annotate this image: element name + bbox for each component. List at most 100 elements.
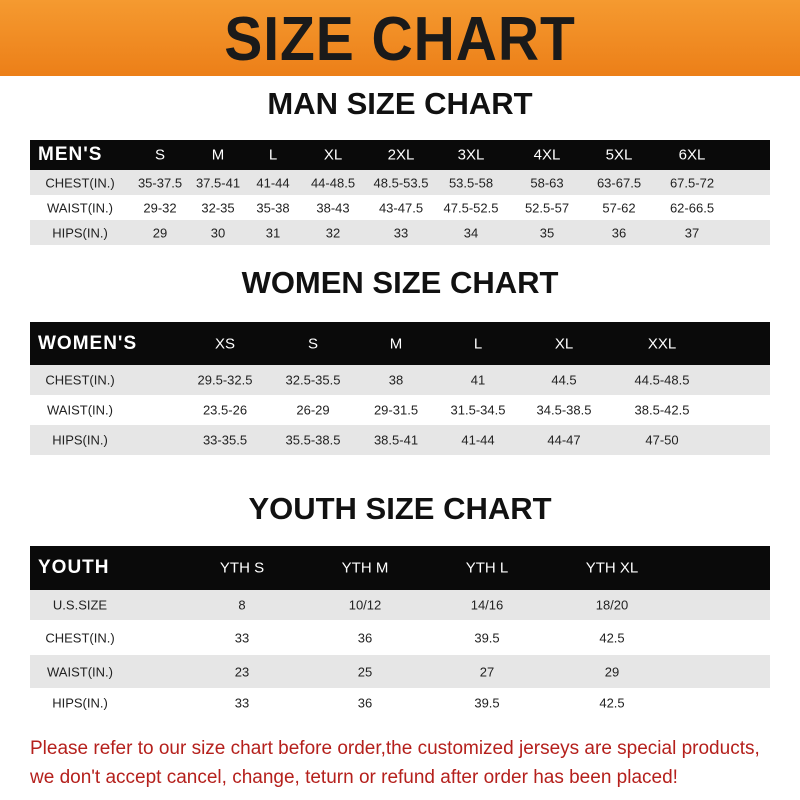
men-size-table: MEN'S S M L XL 2XL 3XL 4XL 5XL 6XL CHEST(IN.) 35-37…	[30, 140, 770, 245]
size-header-cell: YTH S	[219, 559, 265, 577]
table-cell: 34.5-38.5	[536, 402, 592, 418]
size-header-cell: L	[473, 335, 483, 352]
table-cell: 10/12	[348, 597, 382, 613]
table-row: HIPS(IN.) 33-35.5 35.5-38.5 38.5-41 41-44 44-…	[30, 425, 770, 455]
table-row: WAIST(IN.) 23 25 27 29	[30, 655, 770, 688]
table-cell: 26-29	[296, 402, 330, 418]
table-cell: 35	[539, 225, 555, 240]
table-row: CHEST(IN.) 29.5-32.5 32.5-35.5 38 41 44.5 44.5…	[30, 365, 770, 395]
table-cell: 36	[611, 225, 627, 240]
table-cell: 38	[388, 372, 404, 388]
table-cell: 33	[234, 630, 250, 645]
table-cell: 62-66.5	[669, 200, 715, 215]
table-cell: 53.5-58	[448, 175, 494, 190]
table-cell: 37.5-41	[195, 175, 241, 190]
measure-label: WAIST(IN.)	[47, 200, 113, 215]
table-cell: 34	[463, 225, 479, 240]
measure-label: HIPS(IN.)	[52, 695, 108, 711]
women-size-table: WOMEN'S XS S M L XL XXL CHEST(IN.) 29.5-32.5 32.5…	[30, 322, 770, 455]
women-section-title: WOMEN SIZE CHART	[241, 265, 559, 300]
table-row: CHEST(IN.) 33 36 39.5 42.5	[30, 620, 770, 655]
table-row: WAIST(IN.) 23.5-26 26-29 29-31.5 31.5-34.5 34…	[30, 395, 770, 425]
size-header-cell: M	[211, 146, 225, 164]
table-cell: 29	[152, 225, 168, 240]
size-header-cell: S	[154, 146, 166, 164]
table-cell: 44-48.5	[310, 175, 356, 190]
table-cell: 32-35	[201, 200, 235, 215]
table-cell: 41-44	[256, 175, 290, 190]
table-cell: 38.5-41	[373, 432, 419, 448]
measure-label: CHEST(IN.)	[45, 372, 115, 388]
measure-label: U.S.SIZE	[52, 597, 108, 613]
table-cell: 38-43	[316, 200, 350, 215]
table-cell: 36	[357, 695, 373, 711]
table-cell: 67.5-72	[669, 175, 715, 190]
size-header-cell: XL	[323, 146, 343, 164]
table-cell: 41-44	[461, 432, 495, 448]
youth-header-row: YOUTH YTH S YTH M YTH L YTH XL	[30, 546, 770, 590]
table-cell: 52.5-57	[524, 200, 570, 215]
table-cell: 29-32	[143, 200, 177, 215]
table-cell: 23.5-26	[202, 402, 248, 418]
size-header-cell: 4XL	[533, 146, 561, 164]
measure-label: WAIST(IN.)	[47, 402, 113, 418]
table-cell: 41	[470, 372, 486, 388]
measure-label: CHEST(IN.)	[45, 630, 115, 645]
measure-label: HIPS(IN.)	[52, 225, 108, 240]
table-title-cell: YOUTH	[38, 557, 110, 578]
table-cell: 29-31.5	[373, 402, 419, 418]
table-cell: 35.5-38.5	[285, 432, 341, 448]
table-cell: 37	[684, 225, 700, 240]
size-header-cell: L	[268, 146, 278, 164]
table-cell: 42.5	[599, 695, 625, 711]
youth-section-title: YOUTH SIZE CHART	[248, 491, 552, 526]
youth-size-table: YOUTH YTH S YTH M YTH L YTH XL U.S.SIZE 8 10/12…	[30, 546, 770, 718]
size-header-cell: XXL	[647, 335, 677, 352]
table-cell: 58-63	[530, 175, 564, 190]
size-header-cell: XS	[214, 335, 236, 352]
disclaimer: Please refer to our size chart before or…	[30, 734, 790, 792]
size-header-cell: S	[307, 335, 319, 352]
table-cell: 30	[210, 225, 226, 240]
banner: SIZE CHART	[0, 0, 800, 76]
table-cell: 44-47	[547, 432, 581, 448]
table-cell: 44.5-48.5	[634, 372, 690, 388]
table-cell: 32	[325, 225, 341, 240]
table-cell: 33	[393, 225, 409, 240]
disclaimer-line-2: we don't accept cancel, change, teturn o…	[30, 767, 678, 788]
banner-title: SIZE CHART	[224, 5, 576, 74]
size-header-cell: YTH M	[341, 559, 389, 577]
size-header-cell: 6XL	[678, 146, 706, 164]
table-cell: 14/16	[470, 597, 504, 613]
measure-label: WAIST(IN.)	[47, 664, 113, 679]
table-row: U.S.SIZE 8 10/12 14/16 18/20	[30, 590, 770, 620]
table-cell: 44.5	[551, 372, 577, 388]
table-cell: 47-50	[645, 432, 679, 448]
table-cell: 43-47.5	[378, 200, 424, 215]
women-header-row: WOMEN'S XS S M L XL XXL	[30, 322, 770, 365]
size-header-cell: 3XL	[457, 146, 485, 164]
table-cell: 31.5-34.5	[450, 402, 506, 418]
table-cell: 57-62	[602, 200, 636, 215]
table-cell: 48.5-53.5	[373, 175, 429, 190]
table-title-cell: MEN'S	[38, 144, 103, 165]
table-row: HIPS(IN.) 29 30 31 32 33 34 35 36 37	[30, 220, 770, 245]
table-title-cell: WOMEN'S	[38, 332, 138, 354]
table-row: WAIST(IN.) 29-32 32-35 35-38 38-43 43-47.5 47.…	[30, 195, 770, 220]
table-cell: 39.5	[474, 630, 500, 645]
table-row: CHEST(IN.) 35-37.5 37.5-41 41-44 44-48.5 48.5…	[30, 170, 770, 195]
table-cell: 38.5-42.5	[634, 402, 690, 418]
size-header-cell: YTH L	[465, 559, 509, 577]
table-cell: 47.5-52.5	[443, 200, 499, 215]
table-cell: 35-38	[256, 200, 290, 215]
size-header-cell: 2XL	[387, 146, 415, 164]
size-header-cell: M	[389, 335, 403, 352]
table-cell: 23	[234, 664, 250, 679]
table-cell: 39.5	[474, 695, 500, 711]
table-cell: 29.5-32.5	[197, 372, 253, 388]
table-cell: 36	[357, 630, 373, 645]
size-header-cell: YTH XL	[585, 559, 639, 577]
measure-label: CHEST(IN.)	[45, 175, 115, 190]
table-cell: 42.5	[599, 630, 625, 645]
men-section-title: MAN SIZE CHART	[267, 86, 533, 121]
